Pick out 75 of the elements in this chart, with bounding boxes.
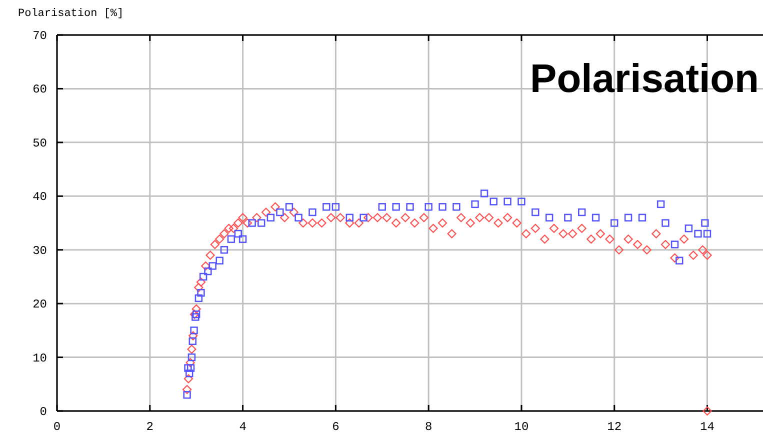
point [694, 230, 702, 238]
point [332, 203, 340, 211]
point [346, 214, 354, 222]
y-axis-title: Polarisation [%] [18, 8, 124, 20]
point [424, 203, 432, 211]
x-tick-label: 6 [332, 420, 340, 434]
point [248, 219, 256, 227]
point [578, 208, 586, 216]
point [656, 200, 665, 208]
point [216, 256, 224, 264]
y-tick-label: 50 [32, 136, 47, 150]
text: Polarisation [530, 57, 759, 101]
point [624, 214, 632, 222]
point [184, 364, 192, 372]
point [188, 353, 196, 362]
y-tick-label: 40 [32, 190, 47, 204]
point [564, 214, 572, 222]
point [532, 208, 540, 216]
point [204, 267, 212, 276]
y-tick-label: 10 [32, 351, 47, 366]
x-tick-label: 4 [239, 420, 246, 434]
x-tick-label: 0 [53, 420, 61, 434]
point [186, 364, 195, 372]
y-tick-label: 20 [32, 298, 47, 312]
point [197, 288, 205, 297]
point [406, 203, 414, 211]
point [258, 219, 266, 227]
point [438, 203, 446, 211]
point [220, 246, 228, 254]
y-tick-label: 70 [32, 29, 47, 43]
x-tick-label: 8 [424, 420, 432, 434]
point [480, 190, 488, 198]
x-tick-label: 10 [514, 420, 529, 434]
point [684, 224, 693, 232]
x-tick-label: 14 [700, 420, 714, 434]
point [518, 198, 526, 206]
point [308, 208, 316, 216]
point [294, 214, 302, 222]
point [676, 256, 684, 264]
point [186, 370, 194, 378]
point [662, 219, 670, 227]
point [183, 391, 191, 399]
point [188, 337, 196, 346]
point [392, 203, 400, 211]
point [638, 214, 646, 222]
point [192, 310, 200, 318]
x-tick-label: 2 [146, 420, 154, 434]
point [471, 200, 479, 208]
point [592, 214, 600, 222]
point [703, 230, 712, 238]
point [190, 326, 198, 334]
point [192, 313, 200, 321]
point [238, 235, 247, 243]
point [610, 219, 618, 227]
point [670, 240, 679, 248]
point [266, 214, 275, 222]
point [360, 214, 368, 222]
point [701, 219, 709, 227]
point [194, 294, 203, 302]
point [227, 235, 236, 243]
point [545, 214, 554, 222]
x-tick-label: 12 [607, 420, 622, 434]
y-tick-label: 0 [40, 405, 47, 419]
point [322, 203, 330, 211]
point [285, 203, 294, 211]
point [490, 198, 498, 206]
point [234, 230, 242, 238]
y-tick-label: 30 [32, 244, 47, 258]
point [208, 262, 216, 270]
point [504, 198, 512, 206]
y-tick-label: 60 [32, 82, 47, 97]
point [452, 203, 460, 211]
point [276, 208, 284, 216]
point [378, 203, 386, 211]
point [199, 272, 208, 281]
